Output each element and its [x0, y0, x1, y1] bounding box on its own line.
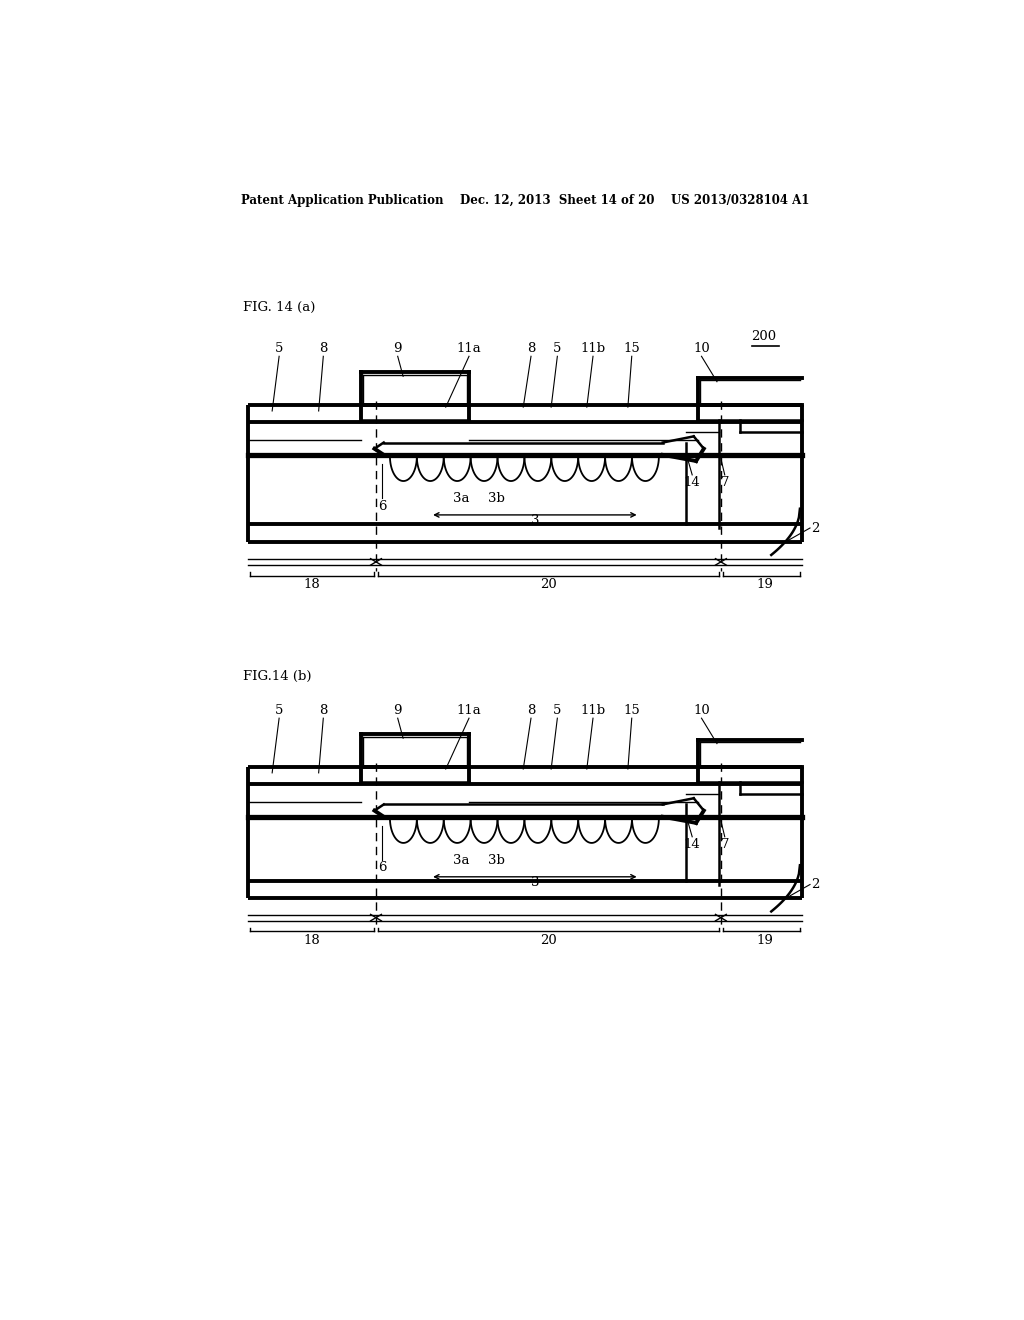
Text: 14: 14 [684, 477, 700, 490]
Text: 20: 20 [540, 933, 556, 946]
Text: 3: 3 [530, 876, 539, 890]
Text: 3b: 3b [487, 854, 505, 867]
Text: 6: 6 [378, 862, 386, 874]
Text: 11a: 11a [457, 342, 481, 355]
Text: 15: 15 [624, 704, 640, 717]
Text: 3b: 3b [487, 492, 505, 504]
Text: 7: 7 [721, 477, 729, 490]
Text: 5: 5 [553, 342, 561, 355]
Text: 3a: 3a [453, 492, 469, 504]
Text: 3: 3 [530, 515, 539, 527]
Text: 8: 8 [526, 704, 536, 717]
Text: 200: 200 [751, 330, 776, 343]
Text: 6: 6 [378, 499, 386, 512]
Text: 10: 10 [693, 342, 710, 355]
Text: 2: 2 [812, 878, 820, 891]
Text: 2: 2 [812, 521, 820, 535]
Text: 9: 9 [393, 704, 402, 717]
Text: 5: 5 [274, 704, 284, 717]
Text: 9: 9 [393, 342, 402, 355]
Text: 15: 15 [624, 342, 640, 355]
Text: FIG.14 (b): FIG.14 (b) [243, 671, 311, 684]
Text: 19: 19 [757, 933, 773, 946]
Text: 20: 20 [540, 578, 556, 591]
Text: 18: 18 [303, 933, 321, 946]
Text: Patent Application Publication    Dec. 12, 2013  Sheet 14 of 20    US 2013/03281: Patent Application Publication Dec. 12, … [241, 194, 809, 207]
Text: 8: 8 [526, 342, 536, 355]
Text: 8: 8 [319, 704, 328, 717]
Text: 11b: 11b [581, 704, 605, 717]
Text: 5: 5 [274, 342, 284, 355]
Text: FIG. 14 (a): FIG. 14 (a) [243, 301, 315, 314]
Text: 10: 10 [693, 704, 710, 717]
Text: 19: 19 [757, 578, 773, 591]
Text: 18: 18 [303, 578, 321, 591]
Text: 3a: 3a [453, 854, 469, 867]
Text: 5: 5 [553, 704, 561, 717]
Text: 11b: 11b [581, 342, 605, 355]
Text: 11a: 11a [457, 704, 481, 717]
Text: 8: 8 [319, 342, 328, 355]
Text: 14: 14 [684, 838, 700, 851]
Text: 7: 7 [721, 838, 729, 851]
